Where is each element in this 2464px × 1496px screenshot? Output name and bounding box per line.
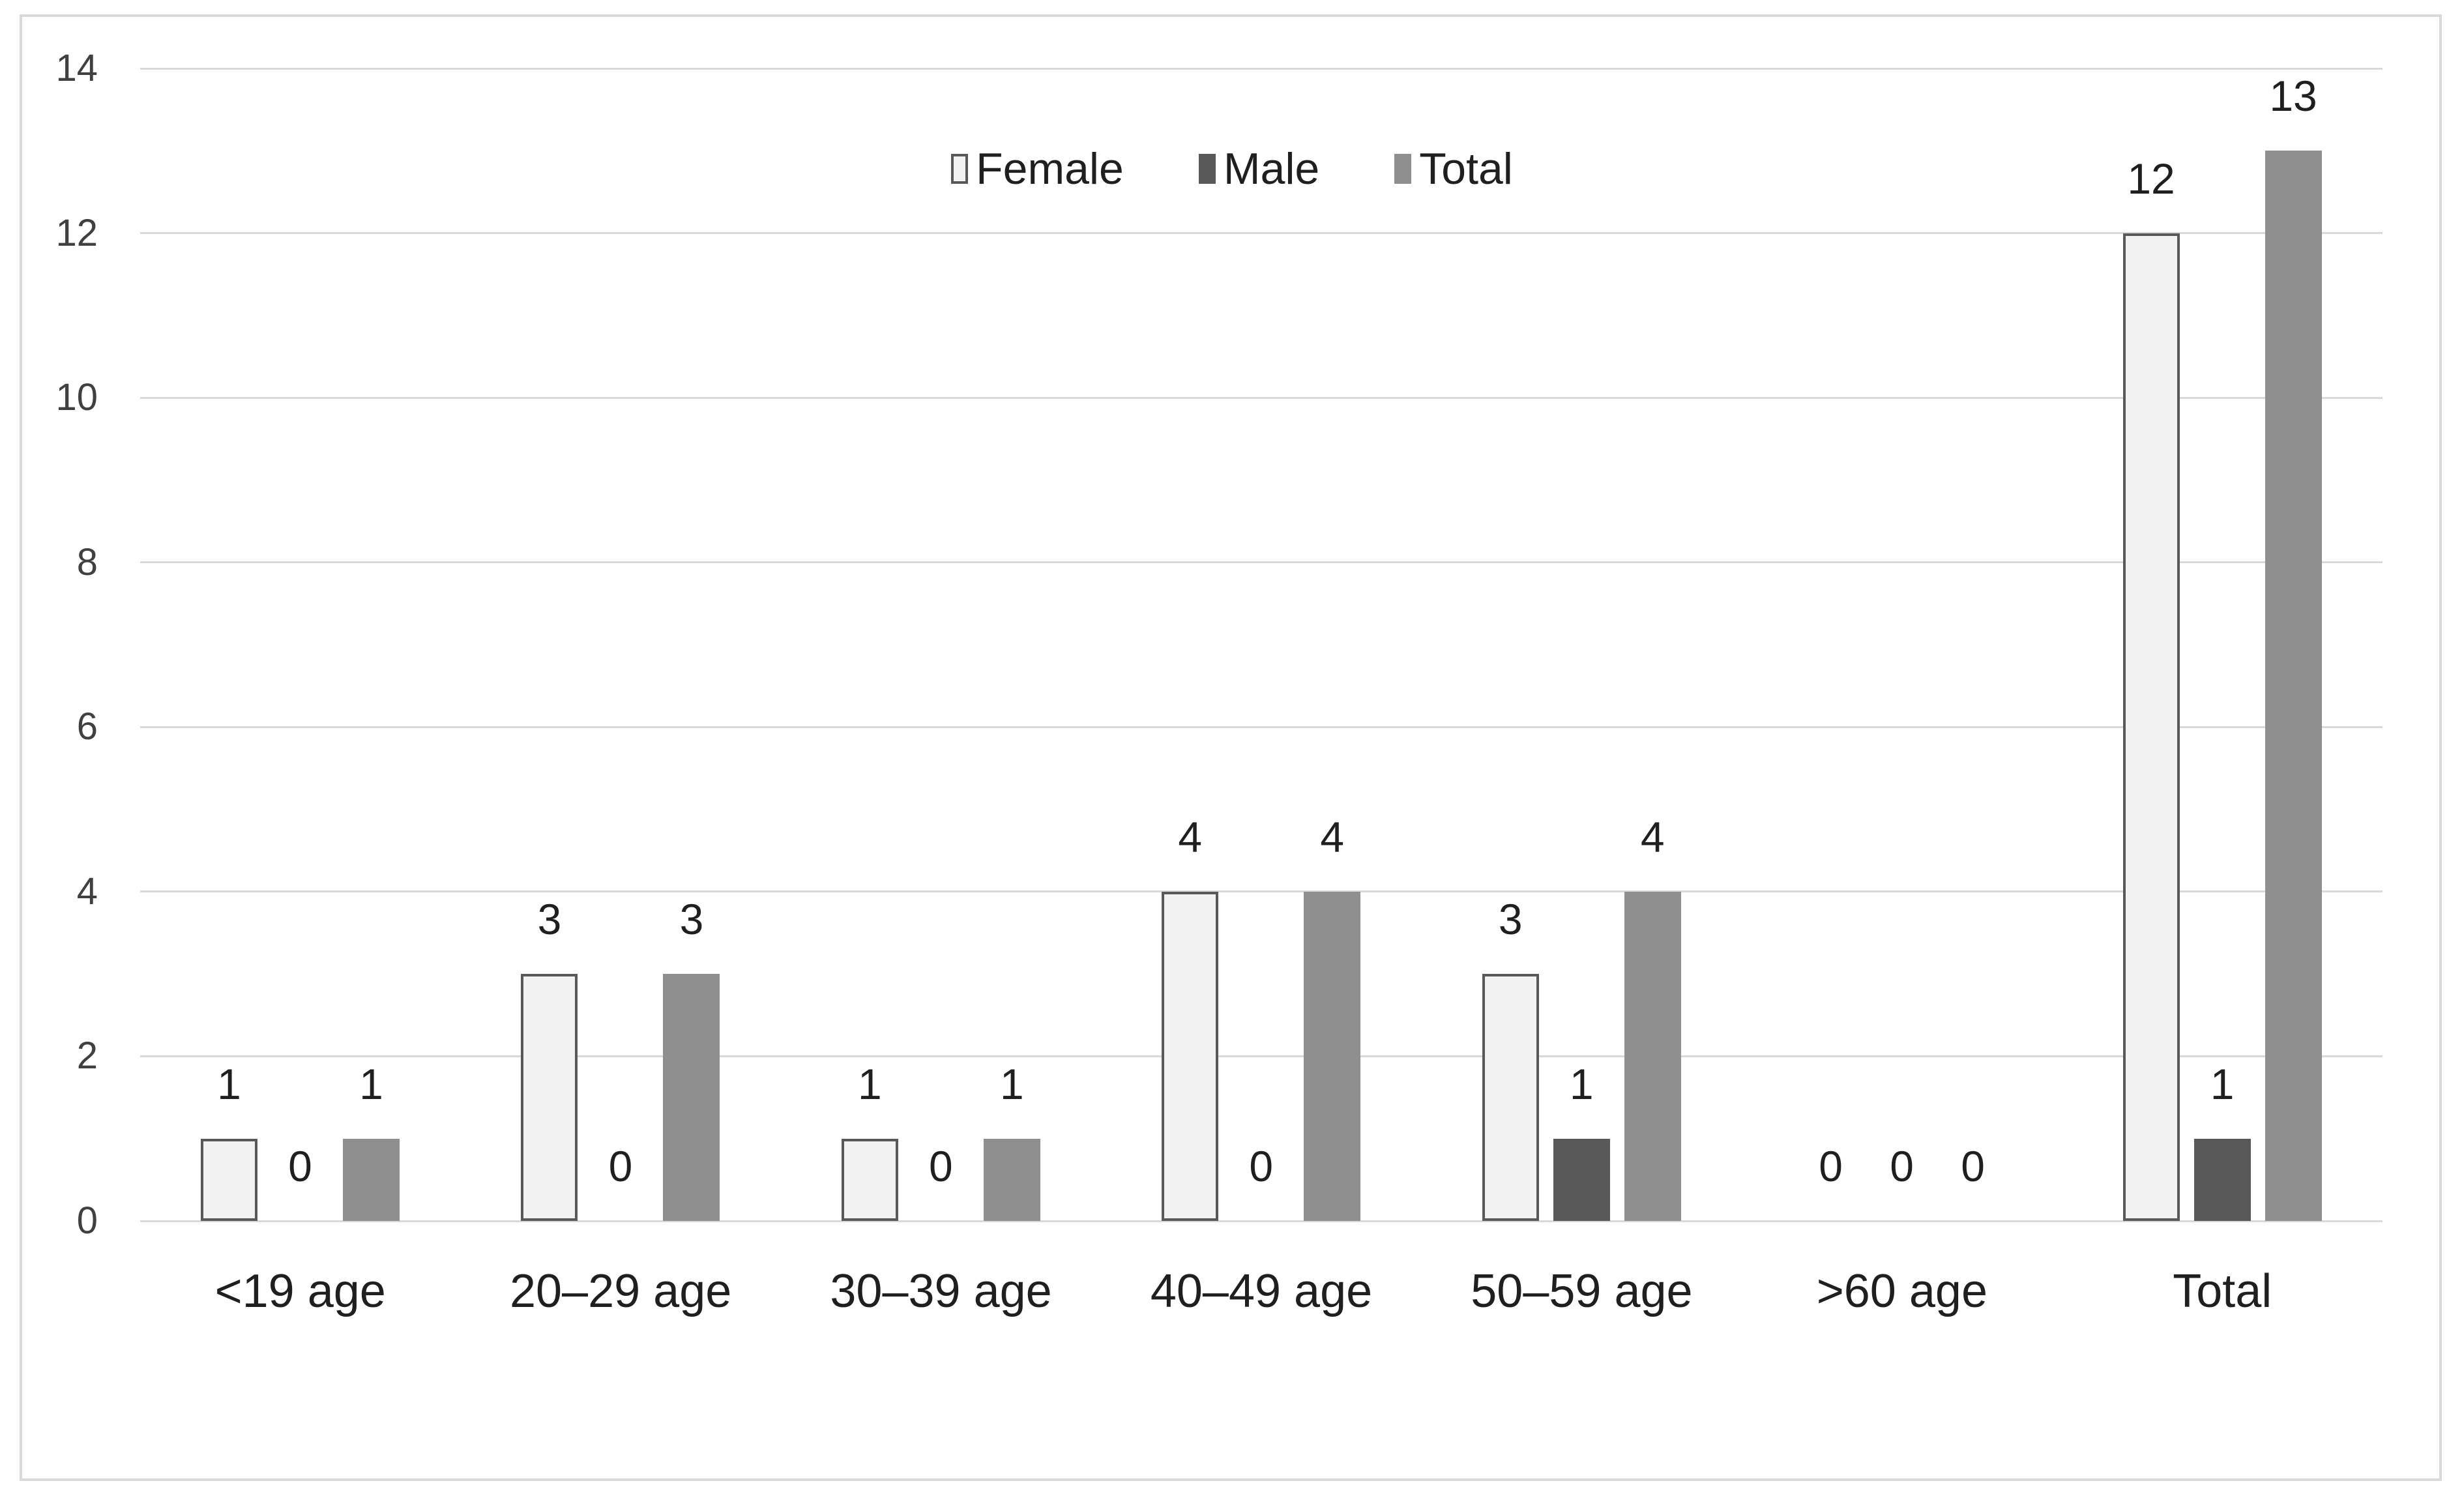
value-label-female: 3	[1498, 895, 1523, 944]
y-tick-label: 0	[76, 1199, 98, 1242]
gridline-y-14	[140, 67, 2383, 70]
chart-frame	[20, 14, 2442, 1481]
bar-total	[1304, 891, 1361, 1221]
bar-male	[1553, 1138, 1610, 1221]
value-label-total: 4	[1640, 812, 1665, 861]
bar-total	[983, 1138, 1040, 1221]
value-label-female: 3	[537, 895, 562, 944]
value-label-male: 0	[608, 1142, 633, 1190]
value-label-male: 1	[1569, 1059, 1594, 1108]
gridline-y-4	[140, 890, 2383, 893]
value-label-total: 1	[999, 1059, 1024, 1108]
y-tick-label: 2	[76, 1034, 98, 1078]
legend: Female Male Total	[0, 145, 2464, 193]
legend-swatch-female-icon	[951, 154, 969, 184]
value-label-female: 4	[1178, 812, 1203, 861]
bar-total	[663, 974, 720, 1221]
value-label-total: 4	[1320, 812, 1345, 861]
x-axis-label: Total	[2173, 1265, 2272, 1317]
legend-item-female: Female	[951, 145, 1124, 193]
legend-label: Total	[1419, 144, 1513, 194]
y-tick-label: 14	[55, 47, 98, 89]
bar-female	[841, 1138, 898, 1221]
y-tick-label: 8	[76, 540, 98, 583]
x-axis-label: 50–59 age	[1471, 1265, 1693, 1317]
value-label-female: 1	[857, 1059, 882, 1108]
x-axis-label: 30–39 age	[830, 1265, 1052, 1317]
y-tick-label: 4	[76, 870, 98, 913]
legend-swatch-male-icon	[1198, 154, 1216, 184]
value-label-male: 0	[928, 1142, 953, 1190]
x-axis-label: 20–29 age	[509, 1265, 732, 1317]
value-label-male: 1	[2210, 1059, 2235, 1108]
bar-female	[201, 1138, 257, 1221]
legend-label: Male	[1223, 144, 1320, 194]
gridline-y-10	[140, 396, 2383, 399]
gridline-y-6	[140, 726, 2383, 728]
value-label-female: 0	[1819, 1142, 1843, 1190]
bar-male	[2193, 1138, 2251, 1221]
bar-female	[2122, 233, 2180, 1221]
bar-total	[2265, 151, 2322, 1221]
y-tick-label: 6	[76, 705, 98, 748]
gridline-y-8	[140, 561, 2383, 564]
gridline-y-12	[140, 232, 2383, 235]
legend-label: Female	[976, 144, 1124, 194]
value-label-total: 0	[1961, 1142, 1985, 1190]
bar-total	[343, 1138, 400, 1221]
legend-item-total: Total	[1394, 145, 1513, 193]
bar-female	[1162, 891, 1219, 1221]
value-label-male: 0	[1249, 1142, 1274, 1190]
value-label-female: 12	[2127, 154, 2175, 203]
value-label-total: 1	[359, 1059, 383, 1108]
value-label-male: 0	[288, 1142, 312, 1190]
gridline-y-2	[140, 1055, 2383, 1057]
value-label-female: 1	[217, 1059, 241, 1108]
value-label-total: 3	[679, 895, 704, 944]
x-axis-label: <19 age	[214, 1265, 386, 1317]
legend-swatch-total-icon	[1394, 154, 1412, 184]
bar-female	[521, 974, 578, 1221]
bar-female	[1482, 974, 1539, 1221]
x-axis-label: >60 age	[1816, 1265, 1987, 1317]
x-axis-label: 40–49 age	[1150, 1265, 1373, 1317]
y-tick-label: 12	[55, 211, 98, 254]
legend-item-male: Male	[1198, 144, 1320, 194]
value-label-male: 0	[1890, 1142, 1914, 1190]
gridline-y-0	[140, 1220, 2383, 1222]
bar-total	[1624, 891, 1681, 1221]
y-tick-label: 10	[55, 376, 98, 419]
value-label-total: 13	[2269, 72, 2317, 121]
